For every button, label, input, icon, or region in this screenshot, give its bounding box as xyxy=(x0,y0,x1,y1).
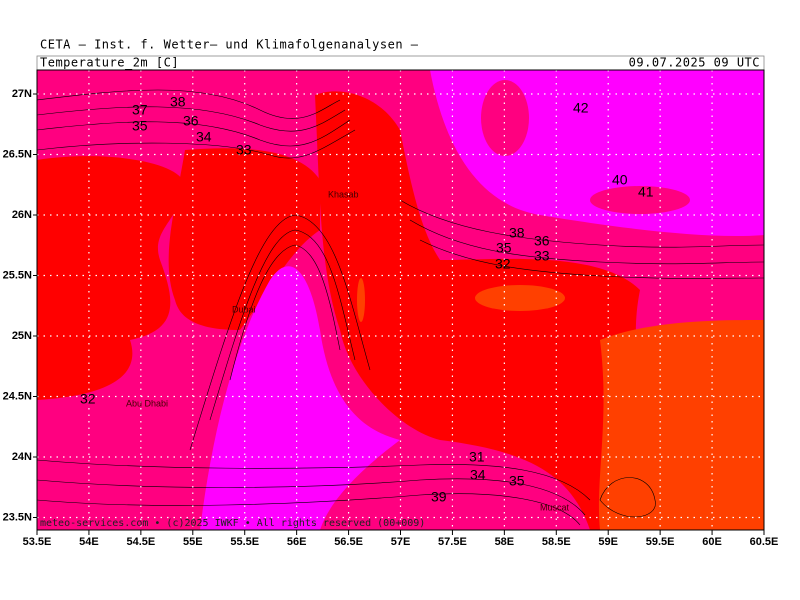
contour-label: 36 xyxy=(183,113,199,129)
y-tick-label: 24.5N xyxy=(3,390,32,402)
contour-label: 37 xyxy=(132,102,148,118)
x-tick-label: 54.5E xyxy=(126,536,155,548)
header-title: CETA — Inst. f. Wetter— und Klimafolgena… xyxy=(40,38,419,52)
x-tick-label: 55.5E xyxy=(230,536,259,548)
contour-label: 35 xyxy=(509,473,525,489)
x-tick-label: 54E xyxy=(79,536,99,548)
x-tick-label: 53.5E xyxy=(23,536,52,548)
x-tick-label: 59E xyxy=(598,536,618,548)
variable-label: Temperature_2m [C] xyxy=(40,56,179,70)
footer: meteo-services.com • (c)2025 IWKF • All … xyxy=(40,518,425,529)
x-tick-label: 60E xyxy=(702,536,722,548)
contours xyxy=(36,89,765,526)
contour-label: 34 xyxy=(196,129,212,145)
place-label: Khasab xyxy=(328,189,359,199)
x-tick-label: 56E xyxy=(287,536,307,548)
contour-label: 35 xyxy=(132,118,148,134)
y-tick-label: 26.5N xyxy=(3,148,32,160)
contour-label: 31 xyxy=(469,449,485,465)
contour-label: 34 xyxy=(470,467,486,483)
x-tick-label: 58E xyxy=(495,536,515,548)
y-tick-label: 25.5N xyxy=(3,269,32,281)
graticule xyxy=(33,70,765,535)
x-tick-label: 60.5E xyxy=(750,536,779,548)
contour-label: 39 xyxy=(431,489,447,505)
place-label: Dubai xyxy=(232,304,256,314)
map-frame xyxy=(36,69,765,531)
contour-label: 42 xyxy=(573,100,589,116)
contour-label: 33 xyxy=(236,142,252,158)
contour-label: 38 xyxy=(509,225,525,241)
contour-label: 41 xyxy=(638,184,654,200)
contour-label: 32 xyxy=(495,256,511,272)
contour-label: 36 xyxy=(534,233,550,249)
place-label: Abu Dhabi xyxy=(126,398,168,408)
x-tick-label: 57.5E xyxy=(438,536,467,548)
contour-label: 33 xyxy=(534,248,550,264)
x-tick-label: 59.5E xyxy=(646,536,675,548)
contour-label: 40 xyxy=(612,172,628,188)
x-tick-label: 56.5E xyxy=(334,536,363,548)
y-tick-label: 26N xyxy=(12,209,32,221)
contour-label: 38 xyxy=(170,94,186,110)
contour-label: 35 xyxy=(496,240,512,256)
y-tick-label: 27N xyxy=(12,88,32,100)
place-label: Muscat xyxy=(540,502,570,512)
x-tick-label: 57E xyxy=(391,536,411,548)
y-tick-label: 23.5N xyxy=(3,511,32,523)
contour-label: 32 xyxy=(80,391,96,407)
labels: 53.5E 54E 54.5E 55E 55.5E 56E 56.5E 57E 57.5E 58E… xyxy=(3,88,779,548)
x-tick-label: 58.5E xyxy=(542,536,571,548)
y-tick-label: 25N xyxy=(12,330,32,342)
x-tick-label: 55E xyxy=(183,536,203,548)
y-tick-label: 24N xyxy=(12,451,32,463)
valid-time: 09.07.2025 09 UTC xyxy=(629,56,760,70)
